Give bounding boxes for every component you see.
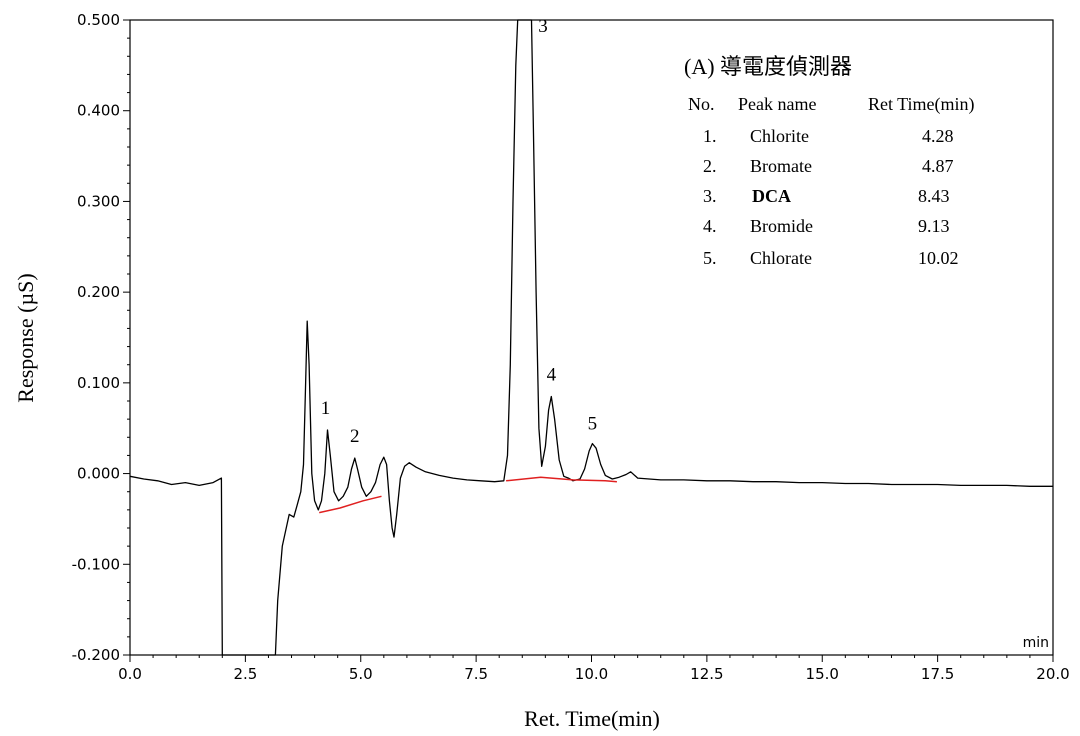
- y-tick-label: 0.100: [77, 374, 120, 392]
- peak-labels: 12 3 4 5: [321, 16, 597, 447]
- peak-label: 1: [321, 398, 331, 419]
- legend-header-no: No.: [688, 94, 715, 114]
- baseline-segment: [506, 476, 617, 483]
- x-tick-label: 17.5: [921, 665, 954, 683]
- x-tick-label: 12.5: [690, 665, 723, 683]
- legend-row-1-time: 4.28: [922, 126, 954, 146]
- y-tick-label: -0.200: [72, 646, 120, 664]
- legend: (A) 導電度偵測器 No. Peak name Ret Time(min) 1…: [684, 54, 975, 268]
- legend-title: (A) 導電度偵測器: [684, 54, 852, 79]
- legend-row-2-time: 4.87: [922, 156, 954, 176]
- legend-row-4-name: Bromide: [750, 216, 813, 236]
- y-tick-label: -0.100: [72, 555, 120, 573]
- legend-row-1-name: Chlorite: [750, 126, 809, 146]
- x-axis-ticks: 0.0 2.5 5.0 7.5 10.0 12.5 15.0 17.5 20.0: [118, 655, 1070, 683]
- legend-header-name: Peak name: [738, 94, 816, 114]
- peak-label: 3: [538, 16, 548, 37]
- y-tick-label: 0.500: [77, 11, 120, 29]
- y-axis-ticks: -0.200 -0.100 0.000 0.100 0.200 0.300 0.400 0.5…: [72, 11, 130, 664]
- legend-row-2-name: Bromate: [750, 156, 812, 176]
- y-tick-label: 0.000: [77, 465, 120, 483]
- x-tick-label: 2.5: [233, 665, 257, 683]
- y-axis-title: Response (µS): [13, 273, 38, 402]
- x-tick-label: 7.5: [464, 665, 488, 683]
- legend-row-3-time: 8.43: [918, 186, 950, 206]
- x-axis-unit-label: min: [1023, 635, 1049, 651]
- plot-frame: [129, 19, 1054, 656]
- peak-label: 4: [547, 364, 557, 385]
- series-layer: [129, 19, 1053, 656]
- chromatogram-trace: [129, 19, 1053, 656]
- peak-label: 2: [350, 426, 360, 447]
- y-tick-label: 0.300: [77, 192, 120, 210]
- legend-row-4-no: 4.: [703, 216, 717, 236]
- x-tick-label: 10.0: [575, 665, 608, 683]
- legend-row-2-no: 2.: [703, 156, 717, 176]
- x-axis-title: Ret. Time(min): [524, 706, 660, 731]
- x-tick-label: 0.0: [118, 665, 142, 683]
- y-tick-label: 0.400: [77, 102, 120, 120]
- legend-row-5-no: 5.: [703, 248, 717, 268]
- legend-row-4-time: 9.13: [918, 216, 950, 236]
- legend-row-3-no: 3.: [703, 186, 717, 206]
- axes: [129, 19, 1054, 656]
- y-tick-label: 0.200: [77, 283, 120, 301]
- legend-row-5-name: Chlorate: [750, 248, 812, 268]
- x-tick-label: 5.0: [349, 665, 373, 683]
- legend-row-1-no: 1.: [703, 126, 717, 146]
- legend-row-5-time: 10.02: [918, 248, 959, 268]
- x-tick-label: 20.0: [1036, 665, 1069, 683]
- legend-header-time: Ret Time(min): [868, 94, 975, 115]
- baseline-segment: [319, 495, 382, 514]
- legend-row-3-name: DCA: [752, 186, 791, 206]
- x-tick-label: 15.0: [806, 665, 839, 683]
- peak-label: 5: [588, 414, 598, 435]
